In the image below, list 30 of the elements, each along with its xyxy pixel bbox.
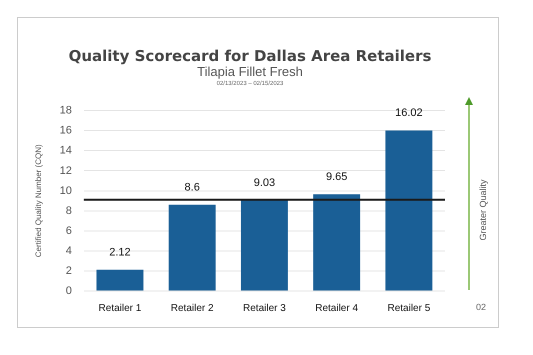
y-tick-label: 4 [66, 244, 72, 257]
bar [96, 270, 144, 290]
bar [313, 194, 360, 290]
bar [168, 204, 216, 290]
data-label: 9.65 [326, 170, 348, 183]
data-label: 16.02 [395, 106, 423, 119]
x-tick-label: Retailer 2 [170, 302, 214, 314]
y-tick-label: 10 [60, 184, 72, 197]
x-tick-label: Retailer 5 [387, 302, 431, 314]
y-axis-title: Certified Quality Number (CQN) [34, 144, 44, 258]
y-tick-label: 8 [66, 204, 72, 217]
bar [385, 130, 432, 290]
y-tick-label: 12 [60, 164, 72, 177]
x-tick-label: Retailer 4 [315, 302, 358, 314]
y-tick-label: 14 [60, 144, 72, 157]
y-tick-label: 6 [66, 224, 72, 237]
y-tick-label: 0 [66, 285, 72, 298]
bar [240, 200, 288, 290]
text: 02 [476, 302, 486, 312]
data-label: 9.03 [254, 177, 276, 190]
x-tick-label: Retailer 3 [243, 302, 286, 314]
y-tick-label: 2 [66, 264, 72, 277]
chart-subtitle: Tilapia Fillet Fresh [196, 64, 304, 79]
x-tick-label: Retailer 1 [98, 302, 142, 314]
text: Greater Quality [478, 179, 488, 241]
y-tick-label: 16 [60, 124, 72, 137]
data-label: 2.12 [109, 246, 131, 258]
y-tick-label: 18 [60, 104, 72, 117]
data-label: 8.6 [184, 181, 200, 194]
chart-title: Quality Scorecard for Dallas Area Retailers [68, 47, 432, 65]
